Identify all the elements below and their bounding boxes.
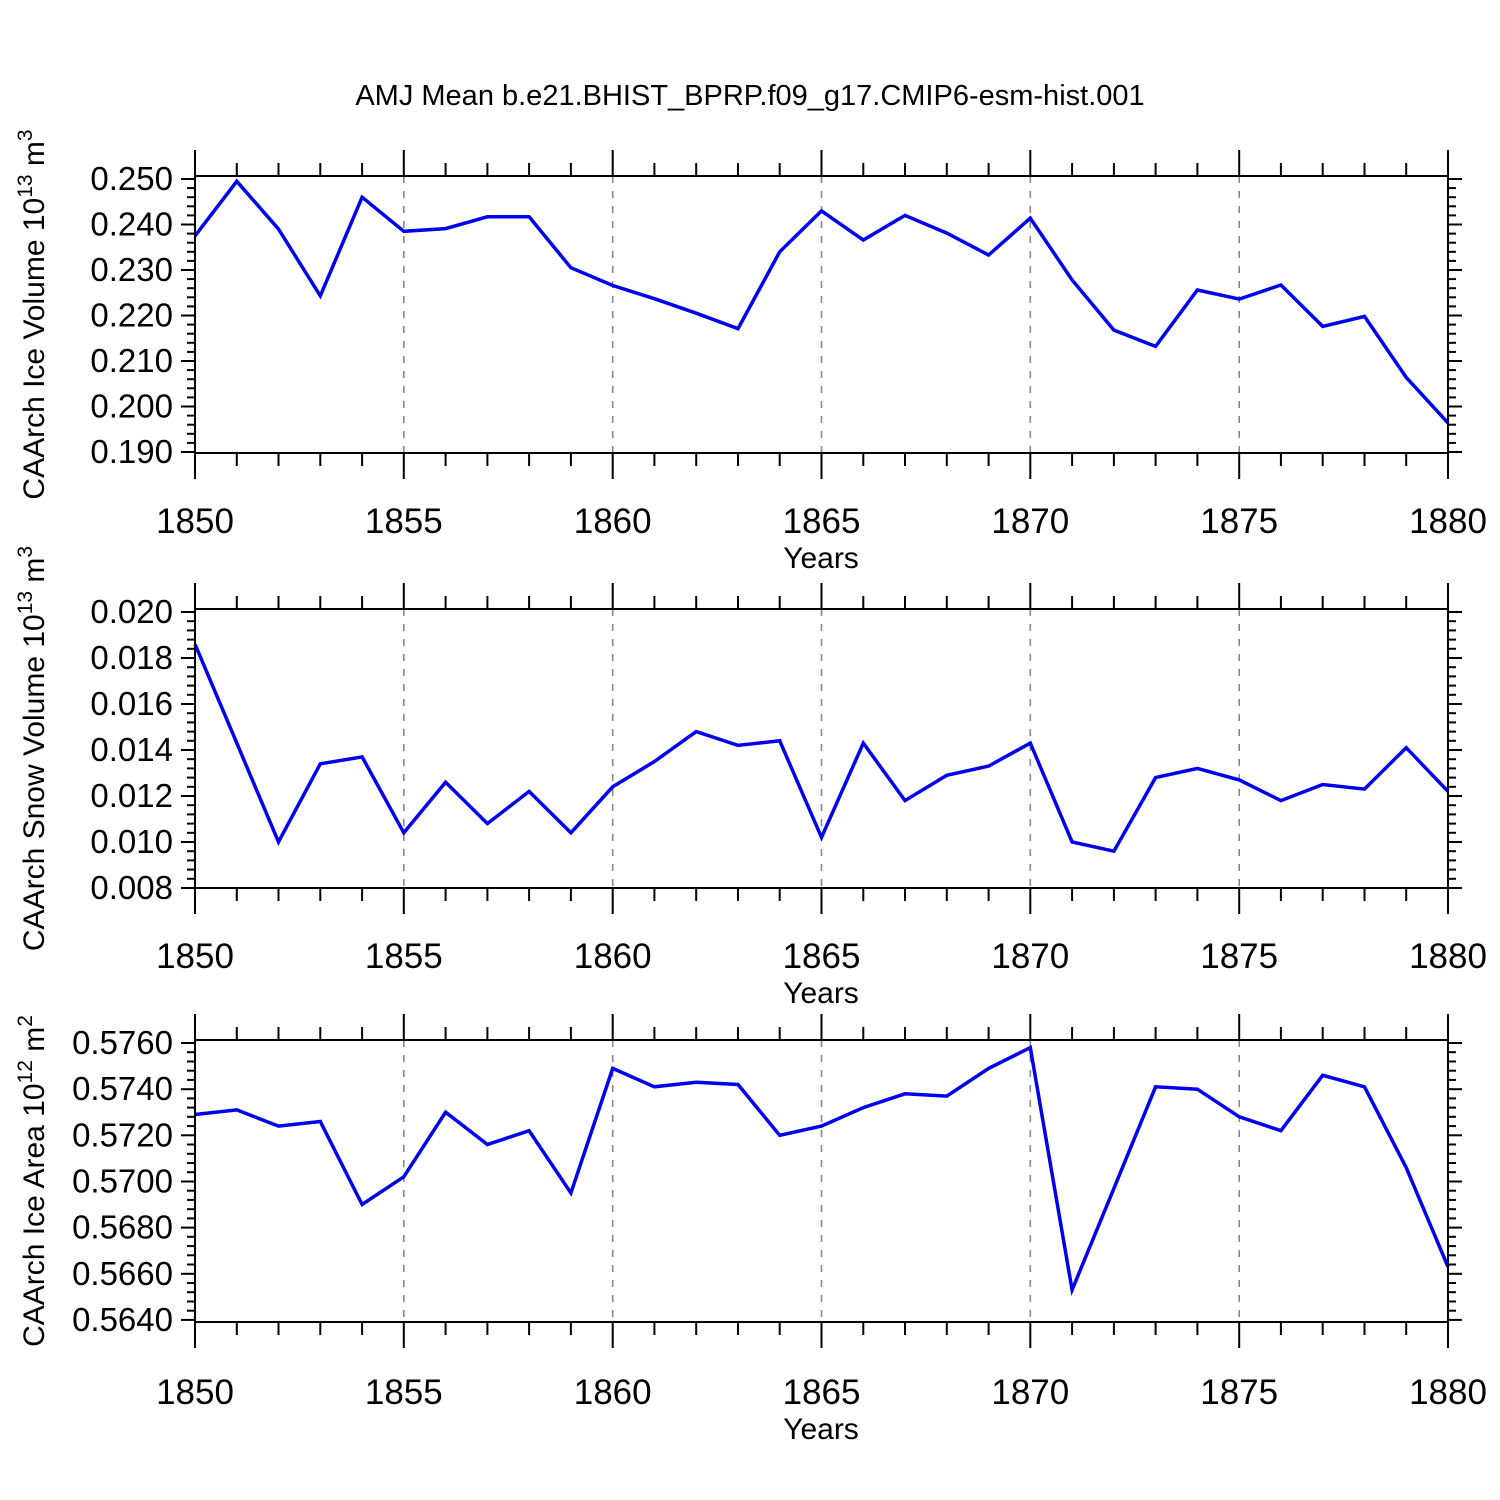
panel-snow-volume: 0.008 0.010 0.012 0.014 0.016 0.018 0.020 1850 1… [14, 546, 1487, 1010]
x-tick-label: 1860 [574, 937, 652, 976]
y-tick-label: 0.190 [90, 433, 173, 470]
x-tick-label: 1865 [783, 1373, 861, 1412]
y-tick-label: 0.200 [90, 388, 173, 425]
y-tick-label: 0.012 [90, 777, 173, 814]
x-tick-label: 1860 [574, 502, 652, 541]
x-tick-label: 1880 [1409, 502, 1487, 541]
x-axis-title-ice-volume: Years [783, 542, 859, 575]
y-tick-label: 0.018 [90, 639, 173, 676]
x-tick-label: 1880 [1409, 1373, 1487, 1412]
x-axis-title-snow-volume: Years [783, 977, 859, 1010]
y-tick-label: 0.5680 [72, 1209, 173, 1246]
y-tick-label: 0.5640 [72, 1301, 173, 1338]
x-tick-label: 1875 [1200, 502, 1278, 541]
ice-volume-data-line [193, 178, 1450, 425]
panel-ice-area: 0.5640 0.5660 0.5680 0.5700 0.5720 0.5740 0.57… [14, 1014, 1487, 1446]
x-tick-label: 1850 [156, 1373, 234, 1412]
snow-volume-data-line [193, 643, 1450, 854]
ice-area-data-line [194, 1044, 1450, 1297]
y-tick-label: 0.210 [90, 342, 173, 379]
x-tick-label: 1880 [1409, 937, 1487, 976]
x-tick-label: 1860 [574, 1373, 652, 1412]
y-tick-label: 0.014 [90, 731, 173, 768]
y-tick-label: 0.220 [90, 297, 173, 334]
y-tick-label: 0.010 [90, 823, 173, 860]
chart-title: AMJ Mean b.e21.BHIST_BPRP.f09_g17.CMIP6-… [355, 80, 1145, 112]
y-tick-label: 0.240 [90, 206, 173, 243]
x-tick-label: 1865 [783, 937, 861, 976]
y-tick-label: 0.250 [90, 160, 173, 197]
x-tick-label: 1850 [156, 937, 234, 976]
x-tick-label: 1870 [991, 1373, 1069, 1412]
x-tick-label: 1855 [365, 502, 443, 541]
y-axis-title-ice-volume: CAArch Ice Volume 1013 m3 [14, 129, 51, 499]
y-tick-label: 0.016 [90, 685, 173, 722]
x-tick-label: 1850 [156, 502, 234, 541]
y-tick-label: 0.5660 [72, 1255, 173, 1292]
x-tick-label: 1870 [991, 502, 1069, 541]
y-tick-label: 0.5740 [72, 1070, 173, 1107]
y-tick-label: 0.5720 [72, 1116, 173, 1153]
x-axis-title-ice-area: Years [783, 1413, 859, 1446]
x-tick-label: 1870 [991, 937, 1069, 976]
x-tick-label: 1855 [365, 937, 443, 976]
y-tick-label: 0.020 [90, 593, 173, 630]
y-axis-title-ice-area: CAArch Ice Area 1012 m2 [14, 1015, 51, 1347]
panel-ice-volume: 0.190 0.200 0.210 0.220 0.230 0.240 0.250 1850 1… [14, 129, 1487, 575]
x-tick-label: 1875 [1200, 937, 1278, 976]
y-tick-label: 0.5760 [72, 1024, 173, 1061]
x-tick-label: 1855 [365, 1373, 443, 1412]
x-tick-label: 1875 [1200, 1373, 1278, 1412]
y-tick-label: 0.5700 [72, 1163, 173, 1200]
y-axis-title-snow-volume: CAArch Snow Volume 1013 m3 [14, 546, 51, 951]
y-tick-label: 0.230 [90, 251, 173, 288]
x-tick-label: 1865 [783, 502, 861, 541]
y-tick-label: 0.008 [90, 869, 173, 906]
